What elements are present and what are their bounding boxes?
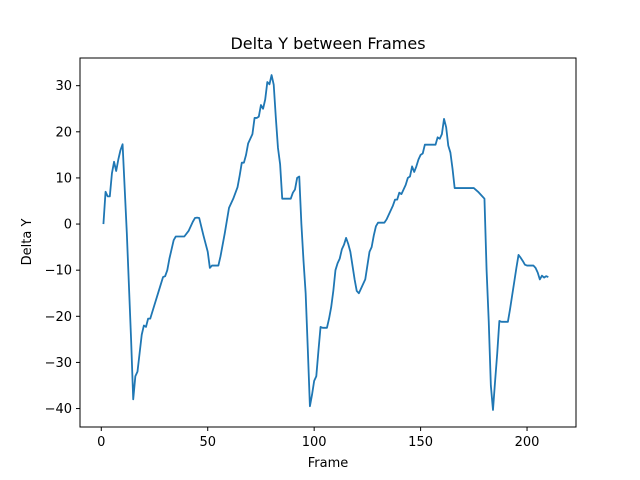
- y-tick-label: 30: [55, 79, 72, 94]
- y-tick-label: −10: [45, 264, 72, 279]
- y-tick-label: −20: [45, 310, 72, 325]
- x-tick-label: 200: [515, 435, 540, 450]
- x-axis-ticks: 0 50 100 150 200: [97, 427, 539, 450]
- x-tick-label: 50: [199, 435, 216, 450]
- y-tick-label: 20: [55, 125, 72, 140]
- x-axis-label: Frame: [308, 456, 349, 471]
- y-axis-ticks: −40 −30 −20 −10 0 10 20 30: [45, 79, 80, 417]
- chart-title: Delta Y between Frames: [230, 34, 425, 53]
- y-tick-label: 0: [64, 218, 72, 233]
- x-tick-label: 150: [408, 435, 433, 450]
- series-line: [102, 74, 549, 411]
- y-axis-label: Delta Y: [20, 219, 35, 266]
- y-tick-label: −40: [45, 402, 72, 417]
- y-tick-label: 10: [55, 171, 72, 186]
- plot-area-frame: [79, 57, 577, 428]
- x-tick-label: 100: [302, 435, 327, 450]
- y-tick-label: −30: [45, 356, 72, 371]
- x-tick-label: 0: [97, 435, 105, 450]
